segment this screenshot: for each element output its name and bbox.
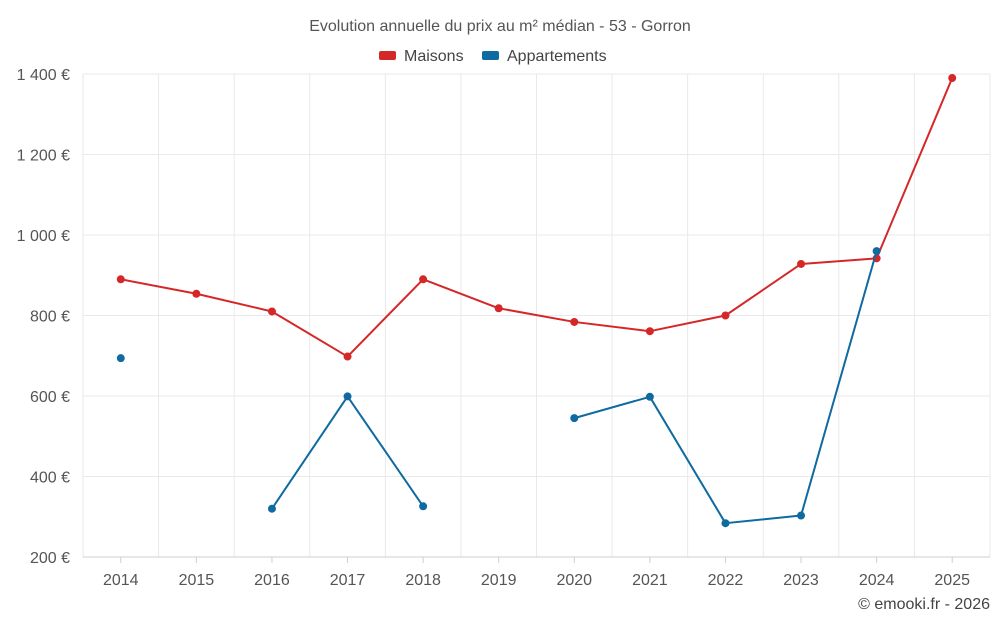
data-point-appartements[interactable]: [721, 519, 730, 528]
series-maisons: [116, 74, 957, 361]
y-tick-label: 800 €: [30, 309, 70, 326]
legend-label-maisons: Maisons: [404, 48, 464, 65]
data-point-appartements[interactable]: [570, 414, 579, 423]
data-point-appartements[interactable]: [267, 504, 276, 513]
legend-swatch-appartements: [482, 51, 499, 60]
axes: 200 € 400 € 600 € 800 € 1 000 € 1 200 € 1 400 …: [17, 67, 990, 589]
data-point-appartements[interactable]: [797, 511, 806, 520]
x-tick-label: 2021: [632, 572, 668, 589]
data-point-appartements[interactable]: [116, 354, 125, 363]
credit: © emooki.fr - 2026: [858, 596, 990, 613]
data-point-maisons[interactable]: [494, 304, 503, 313]
legend-item-appartements[interactable]: Appartements: [482, 48, 607, 65]
data-point-appartements[interactable]: [645, 392, 654, 401]
series: [116, 74, 957, 528]
legend: Maisons Appartements: [379, 48, 607, 65]
y-tick-label: 1 200 €: [17, 148, 70, 165]
x-tick-label: 2016: [254, 572, 290, 589]
x-tick-label: 2022: [708, 572, 744, 589]
data-point-maisons[interactable]: [116, 275, 125, 284]
chart-title: Evolution annuelle du prix au m² médian …: [309, 18, 691, 35]
y-tick-label: 1 000 €: [17, 228, 70, 245]
data-point-appartements[interactable]: [872, 247, 881, 256]
data-point-maisons[interactable]: [192, 289, 201, 298]
x-tick-label: 2017: [330, 572, 366, 589]
y-tick-label: 600 €: [30, 389, 70, 406]
y-tick-label: 1 400 €: [17, 67, 70, 84]
data-point-appartements[interactable]: [343, 392, 352, 401]
y-tick-label: 200 €: [30, 550, 70, 567]
series-appartements: [116, 247, 881, 528]
x-tick-label: 2019: [481, 572, 517, 589]
data-point-maisons[interactable]: [267, 307, 276, 316]
series-line-maisons: [120, 77, 954, 358]
legend-item-maisons[interactable]: Maisons: [379, 48, 464, 65]
x-tick-label: 2018: [405, 572, 441, 589]
data-point-appartements[interactable]: [419, 502, 428, 511]
data-point-maisons[interactable]: [343, 352, 352, 361]
x-tick-label: 2015: [179, 572, 215, 589]
legend-label-appartements: Appartements: [507, 48, 607, 65]
data-point-maisons[interactable]: [721, 311, 730, 320]
data-point-maisons[interactable]: [645, 327, 654, 336]
series-line-appartements: [574, 250, 878, 525]
data-point-maisons[interactable]: [797, 259, 806, 268]
x-tick-label: 2024: [859, 572, 895, 589]
y-tick-label: 400 €: [30, 470, 70, 487]
x-tick-label: 2023: [783, 572, 819, 589]
data-point-maisons[interactable]: [948, 74, 957, 83]
x-tick-label: 2025: [934, 572, 970, 589]
data-point-maisons[interactable]: [419, 275, 428, 284]
series-line-appartements: [271, 395, 424, 510]
x-tick-label: 2014: [103, 572, 139, 589]
x-tick-label: 2020: [556, 572, 592, 589]
data-point-maisons[interactable]: [570, 317, 579, 326]
legend-swatch-maisons: [379, 51, 396, 60]
